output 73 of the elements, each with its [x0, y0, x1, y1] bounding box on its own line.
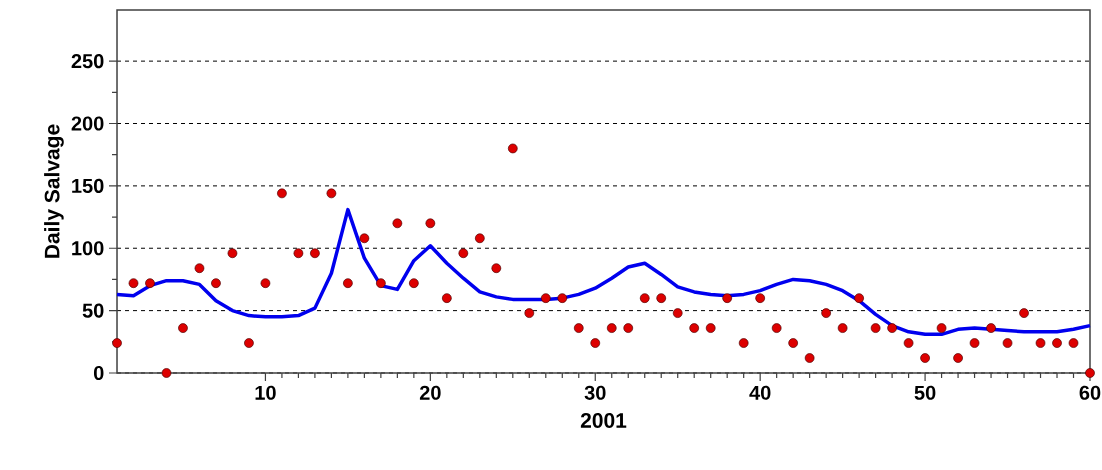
- point: [359, 233, 370, 244]
- x-tick-label: 10: [255, 385, 276, 400]
- point: [771, 323, 782, 333]
- point: [953, 353, 963, 363]
- point: [194, 263, 205, 274]
- point: [623, 323, 634, 333]
- point: [903, 338, 914, 348]
- point: [178, 323, 188, 333]
- point: [524, 308, 535, 318]
- point: [227, 248, 238, 259]
- x-tick-label: 60: [1079, 385, 1101, 400]
- point: [441, 293, 452, 303]
- point: [244, 338, 254, 348]
- point: [409, 278, 419, 289]
- point: [656, 293, 667, 303]
- point: [870, 323, 881, 333]
- point: [1068, 338, 1079, 348]
- point: [128, 278, 139, 289]
- point: [573, 323, 584, 333]
- point: [491, 263, 502, 274]
- point: [969, 338, 980, 348]
- x-tick-label: 40: [749, 385, 771, 400]
- point: [343, 278, 353, 289]
- point: [425, 218, 436, 229]
- y-tick-label: 200: [71, 116, 104, 131]
- point: [672, 308, 683, 318]
- point: [639, 293, 650, 303]
- point: [161, 368, 172, 378]
- point: [540, 293, 551, 303]
- y-tick-label: 100: [72, 241, 104, 256]
- y-axis-title: Daily Salvage: [44, 124, 64, 258]
- point: [507, 143, 518, 154]
- point: [837, 323, 848, 333]
- point: [722, 293, 733, 303]
- point: [1019, 308, 1029, 318]
- y-tick-label: 0: [93, 365, 104, 381]
- point: [738, 338, 749, 348]
- y-tick-label: 250: [71, 54, 104, 69]
- y-tick-label: 150: [72, 178, 104, 193]
- x-tick-label: 50: [914, 385, 936, 400]
- point: [821, 308, 831, 318]
- point: [936, 323, 947, 333]
- point: [920, 353, 930, 363]
- point: [1052, 338, 1062, 348]
- point: [986, 323, 996, 333]
- x-tick-label: 20: [419, 385, 441, 400]
- point: [293, 248, 304, 259]
- y-tick-label: 50: [82, 303, 104, 318]
- point: [705, 323, 716, 333]
- point: [804, 353, 815, 363]
- point: [1002, 338, 1013, 348]
- point: [474, 233, 485, 244]
- point: [458, 248, 469, 259]
- point: [376, 278, 386, 289]
- x-axis-title: 2001: [580, 413, 627, 428]
- point: [211, 278, 221, 289]
- point: [590, 338, 601, 348]
- point: [310, 248, 320, 259]
- point: [1035, 338, 1046, 348]
- point: [689, 323, 700, 333]
- point: [788, 338, 798, 348]
- point: [260, 278, 271, 289]
- point: [854, 293, 864, 303]
- point: [606, 323, 617, 333]
- point: [887, 323, 897, 333]
- point: [112, 338, 122, 348]
- point: [557, 293, 568, 303]
- x-tick-label: 30: [584, 385, 606, 400]
- point: [145, 278, 155, 289]
- point: [277, 188, 287, 199]
- point: [326, 188, 337, 199]
- point: [392, 218, 403, 229]
- point: [755, 293, 766, 303]
